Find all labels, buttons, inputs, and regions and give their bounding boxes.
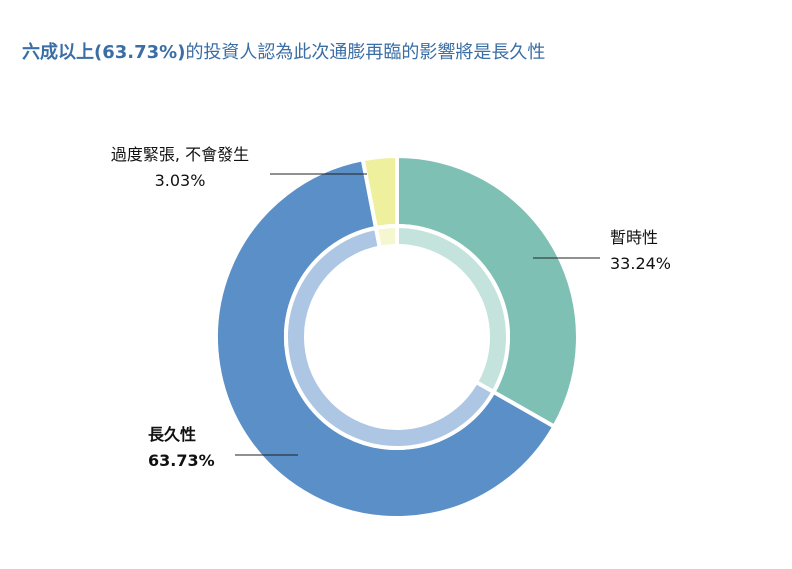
title-rest: 的投資人認為此次通膨再臨的影響將是長久性 xyxy=(185,42,545,63)
slice-label: 暫時性 xyxy=(610,228,658,247)
slice-inner xyxy=(284,225,497,450)
slice-inner xyxy=(373,223,399,250)
slice-label: 過度緊張, 不會發生 xyxy=(111,145,249,164)
slice-label: 長久性 xyxy=(148,425,196,444)
value-label: 63.73% xyxy=(148,451,215,470)
value-label: 3.03% xyxy=(155,171,206,190)
chart-title: 六成以上(63.73%)的投資人認為此次通膨再臨的影響將是長久性 xyxy=(22,41,545,63)
value-label: 33.24% xyxy=(610,254,671,273)
title-highlight: 六成以上(63.73%) xyxy=(22,41,185,63)
